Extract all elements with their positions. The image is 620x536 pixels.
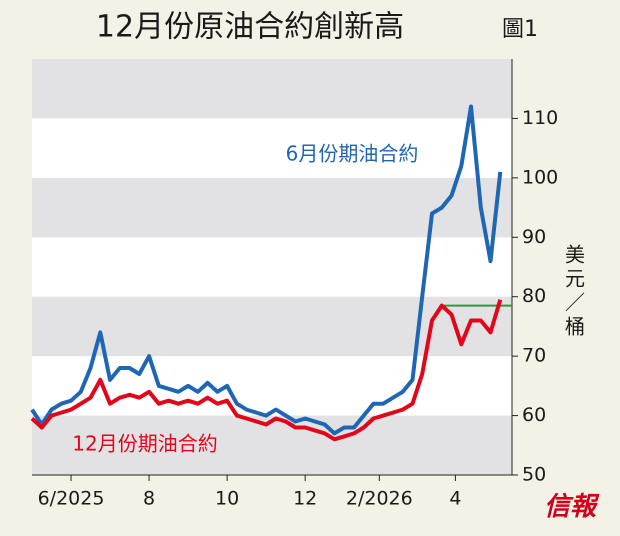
y-tick-label: 50	[522, 464, 546, 486]
x-tick-label: 8	[143, 488, 155, 510]
y-tick-label: 60	[522, 404, 546, 426]
x-tick-label: 10	[215, 488, 239, 510]
figure-label: 圖1	[502, 17, 538, 42]
x-tick-label: 6/2025	[38, 488, 105, 510]
source-logo: 信報	[544, 492, 600, 522]
series-label: 12月份期油合約	[72, 432, 217, 456]
x-tick-label: 12	[293, 488, 317, 510]
y-tick-label: 80	[522, 285, 546, 307]
y-tick-label: 90	[522, 226, 546, 248]
series-line	[30, 299, 503, 442]
y-tick-label: 100	[522, 166, 558, 188]
y-tick-label: 110	[522, 107, 558, 129]
x-tick-label: 4	[449, 488, 461, 510]
x-tick-label: 2/2026	[346, 488, 413, 510]
y-tick-label: 70	[522, 345, 546, 367]
grid-band	[32, 59, 512, 119]
grid-band	[32, 415, 512, 475]
y-axis-label: 美元／桶	[562, 244, 586, 340]
chart-title: 12月份原油合約創新高	[96, 10, 404, 45]
series-line	[30, 104, 503, 436]
plot-background	[32, 59, 512, 475]
series-label: 6月份期油合約	[286, 142, 419, 166]
